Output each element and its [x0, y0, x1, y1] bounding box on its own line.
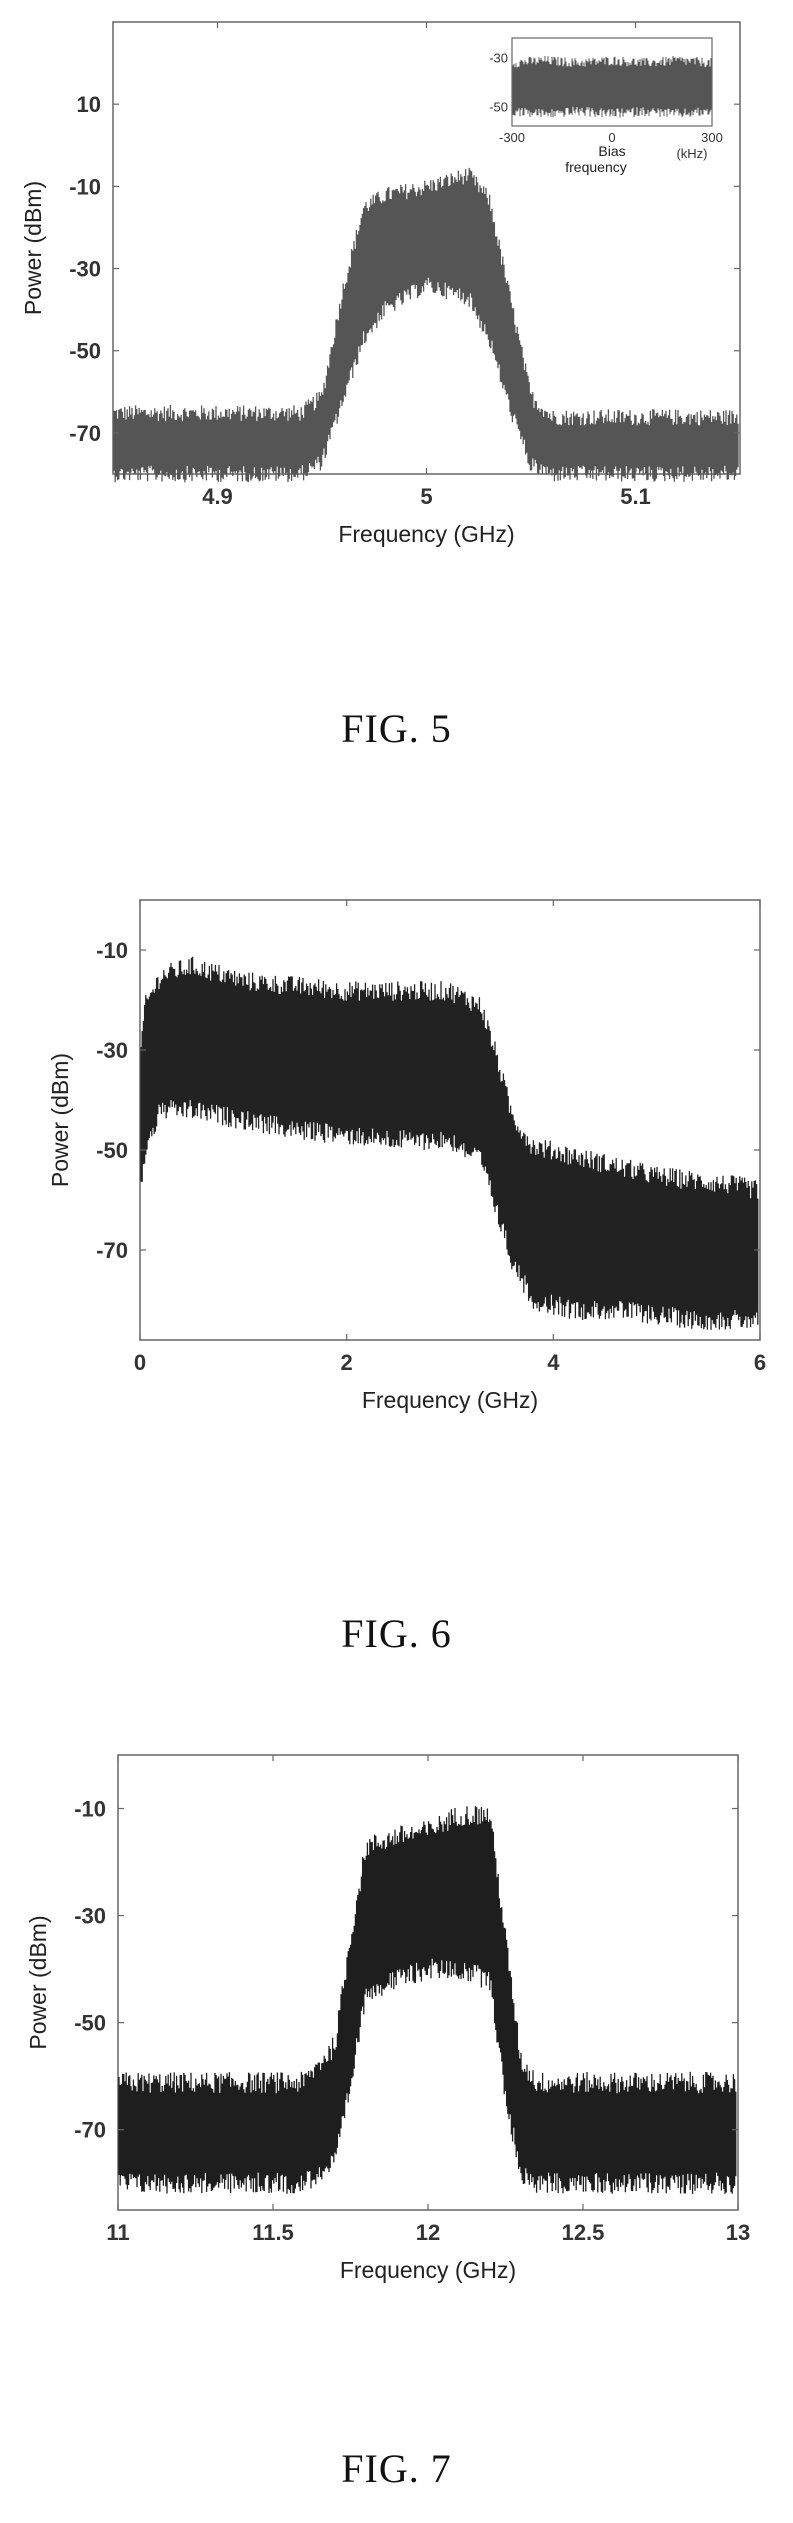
y-axis-label: Power (dBm): [47, 1053, 73, 1187]
x-tick-label: 2: [341, 1350, 353, 1375]
x-tick-label: 5: [420, 484, 432, 509]
x-tick-label: 11.5: [252, 2220, 294, 2245]
figure-caption: FIG. 5: [341, 706, 452, 751]
x-tick-label: 11: [106, 2220, 129, 2245]
inset-y-tick-label: -30: [489, 51, 508, 66]
y-axis-label: Power (dBm): [25, 1915, 51, 2049]
y-tick-label: -70: [69, 421, 101, 446]
x-tick-label: 12: [416, 2220, 440, 2245]
x-axis-label: Frequency (GHz): [362, 1387, 538, 1413]
x-axis-label: Frequency (GHz): [338, 521, 514, 547]
inset-y-tick-label: -50: [489, 99, 508, 114]
figure-7: 11 11.5 12 12.5 13 -10 -30 -50 -70 Frequency (GHz…: [0, 1740, 793, 2523]
inset-x-label-line1: Bias: [598, 143, 625, 159]
figure-5: 4.9 5 5.1 10 -10 -30 -50 -70 Frequency (GHz) Powe…: [0, 0, 793, 780]
series-0-trace: [113, 167, 739, 483]
series-0-trace: [118, 1806, 737, 2194]
y-tick-label: -50: [69, 339, 101, 364]
y-tick-label: -10: [69, 174, 101, 199]
inset-series-trace: [512, 56, 712, 118]
y-tick-label: -30: [96, 1038, 128, 1063]
inset-x-tick-label: -300: [499, 130, 525, 145]
y-tick-label: -50: [96, 1138, 128, 1163]
y-tick-label: -30: [74, 1904, 106, 1929]
x-tick-label: 4: [547, 1350, 560, 1375]
inset-x-unit: (kHz): [676, 146, 707, 161]
x-tick-label: 0: [134, 1350, 146, 1375]
y-tick-label: -50: [74, 2011, 106, 2036]
x-tick-label: 12.5: [562, 2220, 605, 2245]
y-tick-label: -30: [69, 257, 101, 282]
series-0-trace: [140, 956, 759, 1330]
y-tick-label: -70: [74, 2118, 106, 2143]
x-tick-label: 5.1: [620, 484, 651, 509]
chart-fig6: 0 2 4 6 -10 -30 -50 -70 Frequency (GHz) Power (dB…: [47, 899, 766, 1413]
inset-x-label-line2: frequency: [565, 159, 626, 175]
y-tick-label: -10: [96, 938, 128, 963]
y-tick-label: -70: [96, 1238, 128, 1263]
y-tick-label: 10: [77, 92, 101, 117]
figure-caption: FIG. 7: [341, 2446, 452, 2491]
figure-6: 0 2 4 6 -10 -30 -50 -70 Frequency (GHz) Power (dB…: [0, 870, 793, 1690]
y-axis-label: Power (dBm): [20, 181, 46, 315]
x-axis-label: Frequency (GHz): [340, 2257, 516, 2283]
x-tick-label: 6: [754, 1350, 766, 1375]
inset-x-tick-label: 300: [701, 130, 723, 145]
x-tick-label: 4.9: [202, 484, 233, 509]
inset-x-tick-label: 0: [608, 130, 615, 145]
x-tick-label: 13: [726, 2220, 750, 2245]
chart-fig5: 4.9 5 5.1 10 -10 -30 -50 -70 Frequency (GHz) Powe…: [20, 21, 741, 547]
figure-caption: FIG. 6: [341, 1611, 452, 1656]
y-tick-label: -10: [74, 1797, 106, 1822]
chart-fig7: 11 11.5 12 12.5 13 -10 -30 -50 -70 Frequency (GHz…: [25, 1754, 750, 2283]
